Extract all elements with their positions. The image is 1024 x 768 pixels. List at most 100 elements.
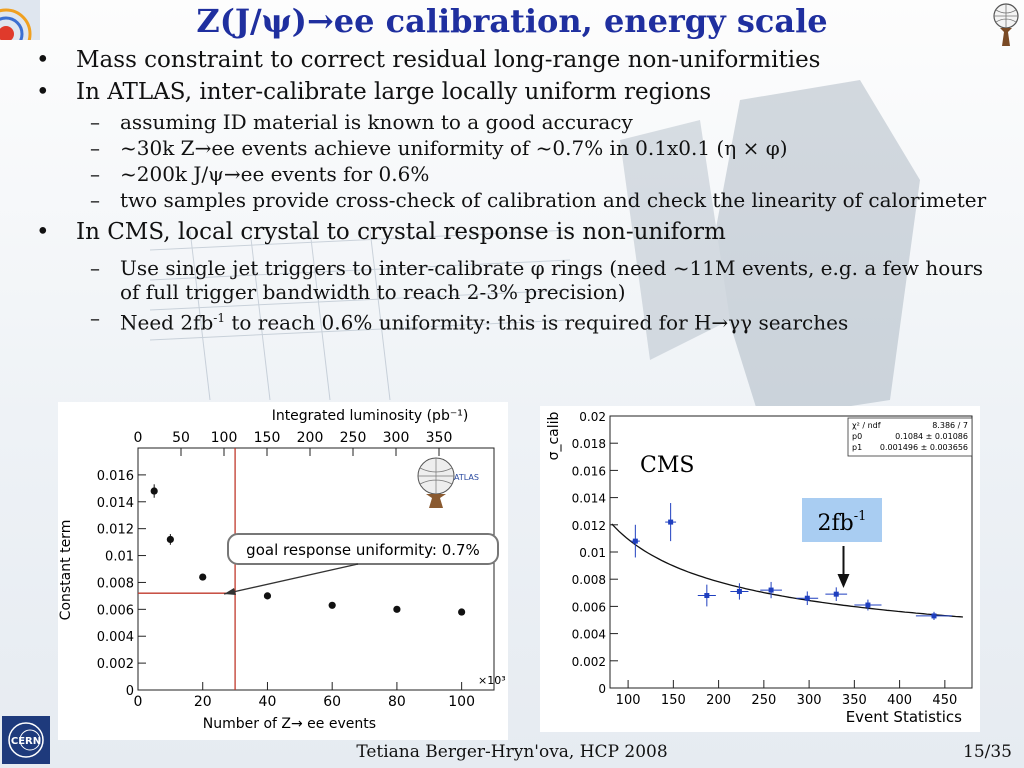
- x-tick-label: 100: [616, 693, 641, 708]
- atlas-logo: ATLAS: [417, 457, 479, 508]
- y-tick-label: 0: [598, 682, 606, 696]
- stats-value: 0.001496 ± 0.003656: [880, 443, 968, 452]
- y-tick-label: 0.004: [572, 628, 606, 642]
- top-tick-label: 350: [426, 430, 453, 446]
- data-point: [199, 573, 207, 581]
- data-point: [804, 595, 810, 601]
- cms-label: CMS: [640, 453, 694, 478]
- goal-lines: [138, 448, 236, 690]
- y-axis-ticks: 0 0.002 0.004 0.006 0.008 0.01 0.012 0.014 0.016…: [572, 410, 618, 696]
- sub-bullet-text-post: to reach 0.6% uniformity: this is requir…: [224, 310, 849, 335]
- top-tick-label: 50: [172, 430, 190, 446]
- data-point: [736, 588, 742, 594]
- marker-label-sup: -1: [854, 509, 867, 524]
- x-tick-label: 80: [388, 694, 406, 710]
- marker-label: 2fb-1: [818, 509, 867, 536]
- y-tick-label: 0.01: [105, 550, 134, 565]
- annotation-text: goal response uniformity: 0.7%: [246, 541, 480, 559]
- y-tick-label: 0: [126, 684, 134, 699]
- data-point: [393, 605, 401, 613]
- stats-box-frame: [847, 417, 973, 457]
- data-point: [328, 601, 336, 609]
- y-tick-label: 0.006: [97, 603, 134, 618]
- data-point: [668, 519, 674, 525]
- sub-bullet-item: Use single jet triggers to inter-calibra…: [0, 256, 1000, 304]
- footer-author: Tetiana Berger-Hryn'ova, HCP 2008: [356, 742, 668, 762]
- slide-title: Z(J/ψ)→ee calibration, energy scale: [196, 2, 828, 40]
- atlas-figure-logo-icon: [993, 3, 1019, 46]
- annotation-arrowhead: [224, 588, 236, 595]
- top-tick-label: 250: [340, 430, 367, 446]
- stats-value: 8.386 / 7: [932, 421, 968, 430]
- x-tick-label: 450: [932, 693, 957, 708]
- x-tick-label: 400: [887, 693, 912, 708]
- x-tick-label: 100: [448, 694, 475, 710]
- atlas-corner-logo-icon: [0, 0, 40, 40]
- y-axis-ticks: 0 0.002 0.004 0.006 0.008 0.01 0.012 0.014 0.016: [97, 469, 146, 699]
- top-tick-label: 200: [297, 430, 324, 446]
- stats-name: p0: [852, 432, 862, 441]
- y-tick-label: 0.008: [97, 576, 134, 591]
- cern-logo-icon: CERN: [2, 716, 50, 764]
- annotation-box: [227, 533, 499, 565]
- data-points: [630, 503, 953, 620]
- x-tick-label: 200: [706, 693, 731, 708]
- page-number: 15/35: [963, 742, 1012, 762]
- data-point: [150, 487, 158, 495]
- x-tick-label: 20: [194, 694, 212, 710]
- y-axis-label: σ_calib: [546, 411, 562, 460]
- y-tick-label: 0.012: [97, 523, 134, 538]
- bullet-item: Mass constraint to correct residual long…: [0, 44, 1000, 76]
- stats-name: χ² / ndf: [852, 421, 881, 430]
- top-tick-label: 0: [134, 430, 143, 446]
- data-point: [865, 602, 871, 608]
- annotation-arrow: [223, 563, 359, 595]
- sub-bullet-item: Need 2fb-1 to reach 0.6% uniformity: thi…: [0, 306, 1000, 335]
- stats-value: 0.1084 ± 0.01086: [895, 432, 968, 441]
- plot-frame: [137, 447, 495, 691]
- y-tick-label: 0.008: [572, 573, 606, 587]
- marker-label-base: 2fb: [818, 511, 854, 536]
- sub-bullet-item: two samples provide cross-check of calib…: [0, 188, 1000, 212]
- data-points: [150, 484, 466, 616]
- y-tick-label: 0.014: [97, 496, 134, 511]
- x-axis-multiplier: ×10³: [478, 674, 506, 687]
- y-tick-label: 0.014: [572, 492, 606, 506]
- sub-bullet-text-pre: Need 2fb: [120, 310, 214, 335]
- top-axis-ticks: 0 50 100 150 200 250 300 350: [134, 430, 453, 456]
- data-point: [458, 608, 466, 616]
- y-tick-label: 0.018: [572, 437, 606, 451]
- x-tick-label: 60: [323, 694, 341, 710]
- marker-arrow: [837, 546, 850, 588]
- data-point: [931, 613, 937, 619]
- x-axis-ticks: 100 150 200 250 300 350 400 450: [616, 680, 957, 708]
- x-tick-label: 0: [134, 694, 143, 710]
- sub-bullet-superscript: -1: [213, 311, 225, 325]
- stats-name: p1: [852, 443, 862, 452]
- top-tick-label: 100: [211, 430, 238, 446]
- cern-logo-text: CERN: [11, 736, 41, 747]
- bullet-list: Mass constraint to correct residual long…: [0, 44, 1000, 335]
- x-tick-label: 350: [842, 693, 867, 708]
- x-tick-label: 250: [751, 693, 776, 708]
- sub-bullet-item: ~30k Z→ee events achieve uniformity of ~…: [0, 136, 1000, 160]
- sub-bullet-item: assuming ID material is known to a good …: [0, 110, 1000, 134]
- data-point: [833, 591, 839, 597]
- bullet-item: In ATLAS, inter-calibrate large locally …: [0, 76, 1000, 108]
- y-axis-label: Constant term: [58, 520, 74, 621]
- data-point: [632, 538, 638, 544]
- data-point: [704, 593, 710, 599]
- slide-footer: Tetiana Berger-Hryn'ova, HCP 2008 15/35: [0, 740, 1024, 768]
- y-tick-label: 0.006: [572, 600, 606, 614]
- x-axis-label: Event Statistics: [846, 708, 962, 726]
- data-point: [166, 535, 174, 544]
- sub-bullet-item: ~200k J/ψ→ee events for 0.6%: [0, 162, 1000, 186]
- fit-curve: [611, 523, 963, 618]
- atlas-logo-text: ATLAS: [454, 473, 479, 482]
- stats-box: χ² / ndf 8.386 / 7 p0 0.1084 ± 0.01086 p1 0.0…: [847, 417, 973, 457]
- x-tick-label: 150: [661, 693, 686, 708]
- x-tick-label: 300: [797, 693, 822, 708]
- y-tick-label: 0.016: [572, 464, 606, 478]
- top-tick-label: 300: [383, 430, 410, 446]
- top-tick-label: 150: [254, 430, 281, 446]
